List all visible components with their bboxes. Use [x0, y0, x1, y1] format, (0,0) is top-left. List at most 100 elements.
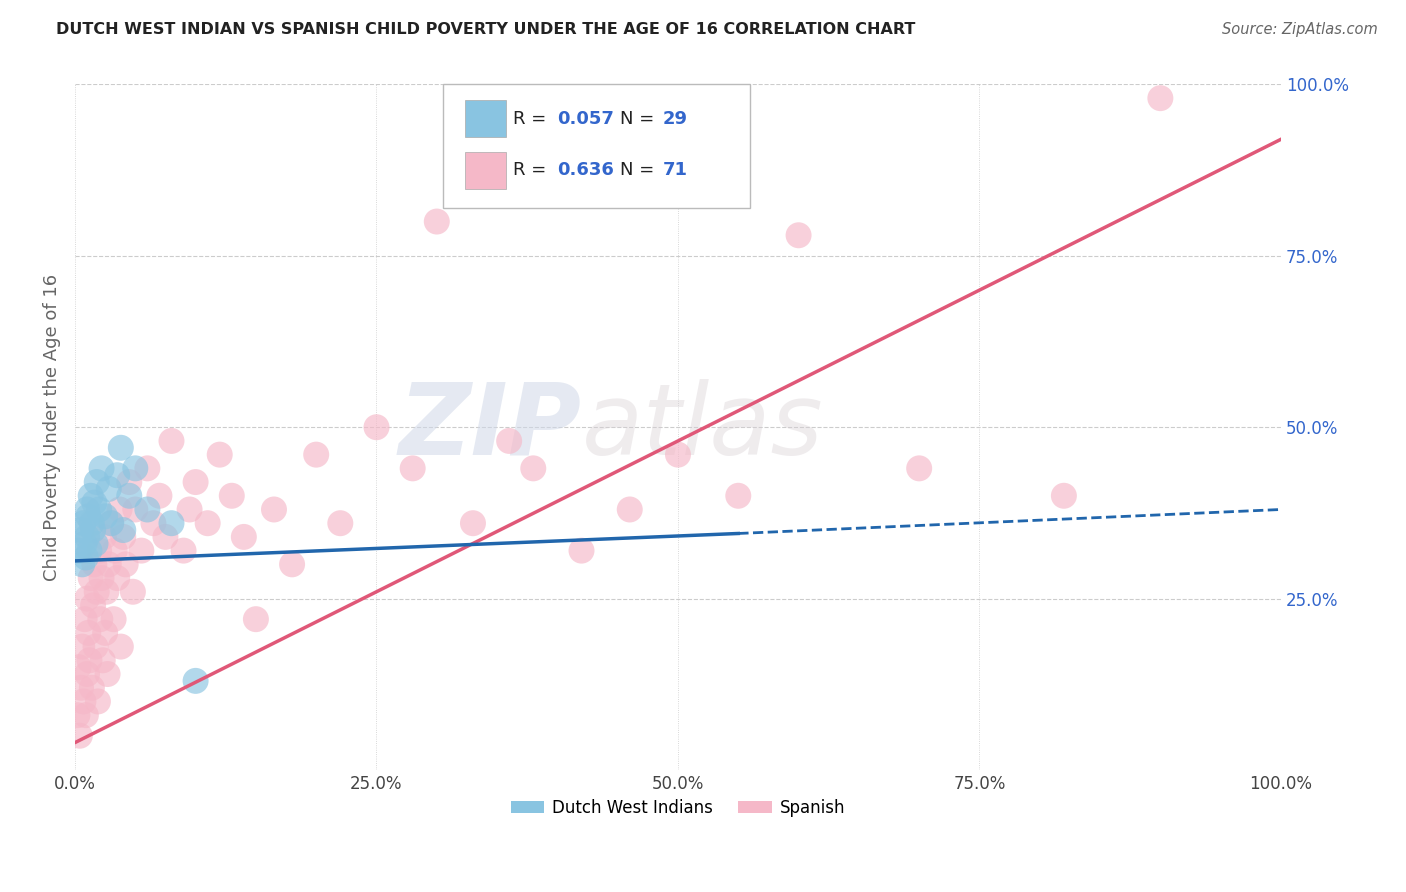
Point	[402, 461, 425, 475]
Point	[142, 516, 165, 531]
Point	[96, 584, 118, 599]
Point	[79, 571, 101, 585]
Point	[89, 612, 111, 626]
Text: 71: 71	[662, 161, 688, 179]
Point	[67, 543, 90, 558]
Text: 29: 29	[662, 110, 688, 128]
Text: N =: N =	[620, 161, 659, 179]
FancyBboxPatch shape	[464, 100, 506, 137]
Point	[67, 660, 90, 674]
Point	[97, 667, 120, 681]
Point	[281, 558, 304, 572]
Text: 0.057: 0.057	[557, 110, 614, 128]
Point	[112, 530, 135, 544]
Point	[66, 708, 89, 723]
FancyBboxPatch shape	[464, 152, 506, 188]
Point	[70, 681, 93, 695]
Point	[69, 729, 91, 743]
Point	[84, 640, 107, 654]
Point	[75, 550, 97, 565]
Point	[80, 516, 103, 531]
Point	[232, 530, 254, 544]
Text: Source: ZipAtlas.com: Source: ZipAtlas.com	[1222, 22, 1378, 37]
Point	[122, 584, 145, 599]
Point	[82, 523, 104, 537]
Point	[110, 640, 132, 654]
Point	[72, 516, 94, 531]
Point	[131, 543, 153, 558]
Point	[426, 214, 449, 228]
Point	[84, 537, 107, 551]
Point	[83, 558, 105, 572]
Point	[666, 448, 689, 462]
Point	[89, 502, 111, 516]
Point	[110, 441, 132, 455]
Point	[73, 612, 96, 626]
Point	[79, 653, 101, 667]
Point	[221, 489, 243, 503]
Point	[787, 228, 810, 243]
Point	[86, 584, 108, 599]
Point	[1053, 489, 1076, 503]
Point	[76, 667, 98, 681]
Point	[114, 558, 136, 572]
Point	[124, 461, 146, 475]
Point	[90, 461, 112, 475]
Point	[103, 612, 125, 626]
Point	[83, 495, 105, 509]
Text: N =: N =	[620, 110, 659, 128]
Text: DUTCH WEST INDIAN VS SPANISH CHILD POVERTY UNDER THE AGE OF 16 CORRELATION CHART: DUTCH WEST INDIAN VS SPANISH CHILD POVER…	[56, 22, 915, 37]
Point	[263, 502, 285, 516]
Point	[136, 502, 159, 516]
Point	[105, 468, 128, 483]
Point	[97, 558, 120, 572]
Point	[75, 708, 97, 723]
Point	[100, 516, 122, 531]
Point	[727, 489, 749, 503]
Point	[70, 558, 93, 572]
Point	[79, 489, 101, 503]
Text: R =: R =	[513, 161, 551, 179]
Point	[366, 420, 388, 434]
Point	[498, 434, 520, 448]
Point	[197, 516, 219, 531]
Point	[329, 516, 352, 531]
Point	[77, 626, 100, 640]
Point	[90, 571, 112, 585]
Point	[619, 502, 641, 516]
Point	[80, 681, 103, 695]
Point	[70, 523, 93, 537]
FancyBboxPatch shape	[443, 85, 751, 208]
Point	[148, 489, 170, 503]
Text: ZIP: ZIP	[398, 379, 582, 475]
Point	[89, 543, 111, 558]
Point	[179, 502, 201, 516]
Point	[86, 475, 108, 489]
Point	[173, 543, 195, 558]
Y-axis label: Child Poverty Under the Age of 16: Child Poverty Under the Age of 16	[44, 274, 60, 581]
Point	[118, 489, 141, 503]
Point	[184, 475, 207, 489]
Point	[245, 612, 267, 626]
Point	[1149, 91, 1171, 105]
Point	[184, 673, 207, 688]
Point	[522, 461, 544, 475]
Point	[77, 509, 100, 524]
Point	[461, 516, 484, 531]
Point	[76, 530, 98, 544]
Text: 0.636: 0.636	[557, 161, 614, 179]
Point	[76, 591, 98, 606]
Point	[82, 599, 104, 613]
Legend: Dutch West Indians, Spanish: Dutch West Indians, Spanish	[503, 792, 852, 823]
Text: atlas: atlas	[582, 379, 823, 475]
Point	[105, 571, 128, 585]
Point	[112, 523, 135, 537]
Point	[160, 516, 183, 531]
Point	[76, 502, 98, 516]
Point	[87, 694, 110, 708]
Point	[571, 543, 593, 558]
Point	[208, 448, 231, 462]
Point	[155, 530, 177, 544]
Point	[160, 434, 183, 448]
Point	[91, 653, 114, 667]
